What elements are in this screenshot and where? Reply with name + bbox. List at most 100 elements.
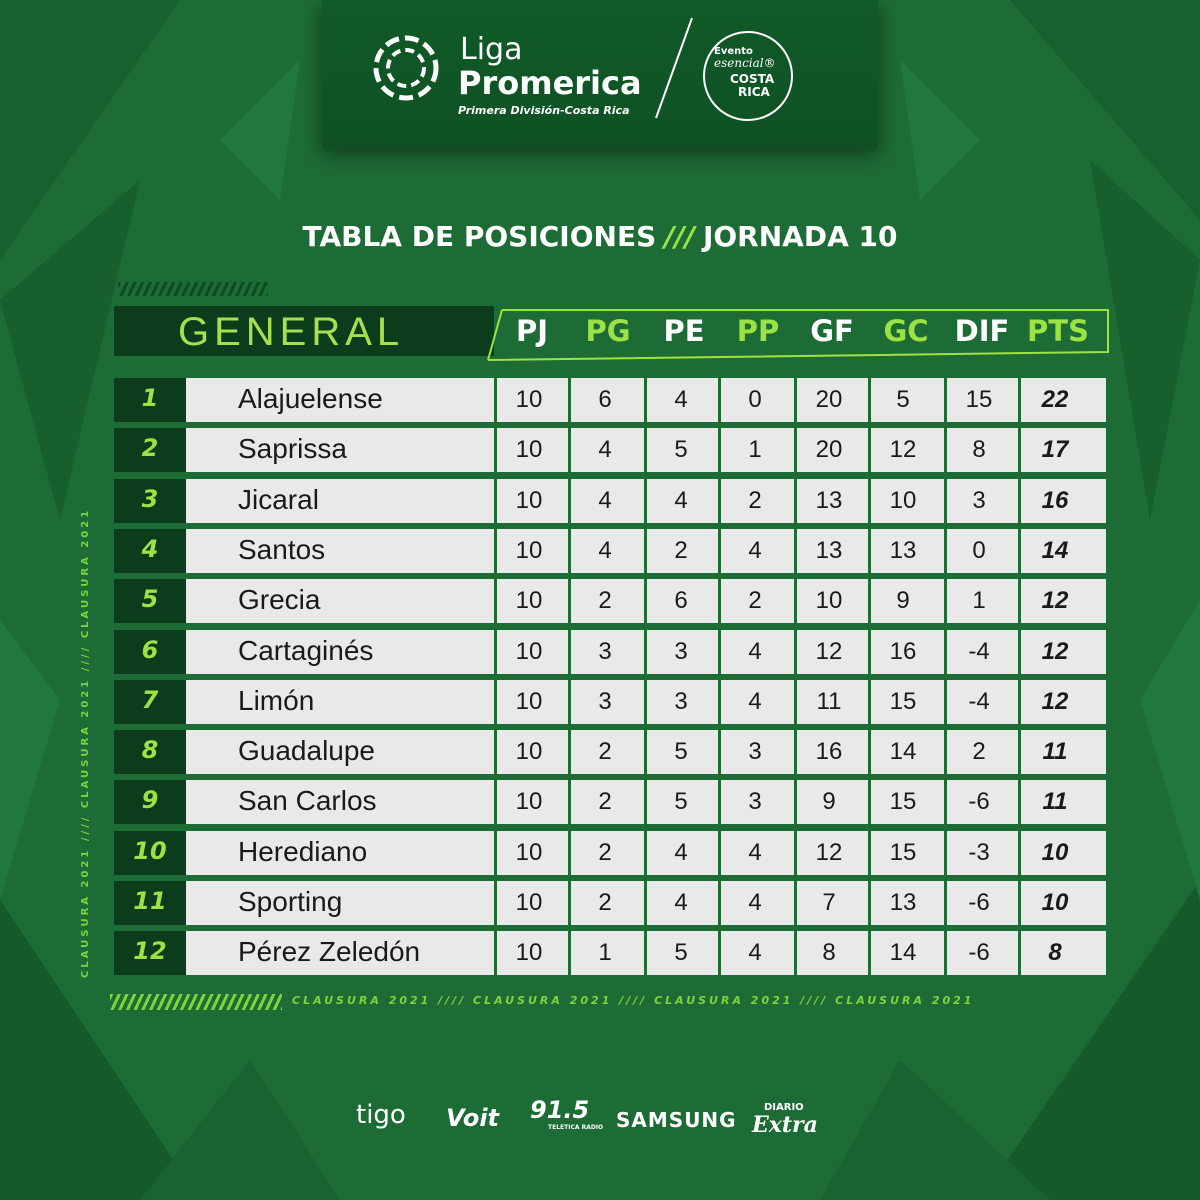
- cell-gf: 8: [822, 939, 836, 967]
- cell-divider: [644, 830, 647, 875]
- cell-divider: [568, 931, 571, 976]
- section-label-box: [114, 306, 494, 356]
- table-row: 12 Pérez Zeledón 10 1 5 4 8 14 -6 8: [114, 931, 1106, 976]
- cell-pg: 4: [598, 436, 612, 464]
- hatch-decoration-top: [118, 282, 268, 296]
- header-panel: [322, 0, 878, 148]
- position-cell: [114, 528, 186, 573]
- cell-dif: 3: [972, 486, 986, 514]
- cell-divider: [644, 579, 647, 624]
- sponsor-samsung: SAMSUNG: [616, 1108, 737, 1132]
- cell-divider: [568, 428, 571, 473]
- cell-pj: 10: [515, 738, 543, 766]
- cell-gf: 20: [815, 436, 843, 464]
- cell-divider: [644, 629, 647, 674]
- cell-divider: [868, 378, 871, 422]
- cell-dif: 15: [965, 386, 993, 413]
- sponsor-voit: Voit: [446, 1104, 500, 1132]
- cell-divider: [944, 830, 947, 875]
- cell-pts: 14: [1041, 536, 1069, 564]
- cell-divider: [868, 428, 871, 473]
- cell-pj: 10: [515, 889, 543, 916]
- cell-gc: 13: [889, 536, 917, 564]
- league-subtitle: Primera División-Costa Rica: [458, 104, 630, 117]
- cell-divider: [718, 679, 721, 724]
- evento-line-4: RICA: [738, 85, 770, 99]
- cell-divider: [868, 780, 871, 825]
- cell-gc: 16: [889, 637, 917, 665]
- cell-divider: [1018, 881, 1021, 925]
- cell-pts: 10: [1041, 838, 1069, 866]
- sponsor-radio-sub: TELETICA RADIO: [548, 1124, 604, 1131]
- cell-dif: 2: [972, 738, 986, 766]
- position-number: 10: [133, 836, 167, 865]
- cell-pe: 3: [674, 637, 688, 665]
- cell-gf: 12: [815, 637, 843, 665]
- cell-dif: 0: [972, 536, 986, 564]
- cell-pts: 12: [1041, 637, 1069, 665]
- team-name: San Carlos: [238, 785, 377, 817]
- cell-divider: [718, 780, 721, 825]
- cell-pts: 16: [1041, 486, 1069, 514]
- cell-divider: [494, 378, 497, 422]
- cell-divider: [1018, 528, 1021, 573]
- cell-gf: 12: [815, 838, 843, 866]
- cell-divider: [944, 881, 947, 925]
- table-row: 10 Herediano 10 2 4 4 12 15 -3 10: [114, 830, 1106, 875]
- cell-divider: [494, 629, 497, 674]
- header-divider: [655, 17, 693, 119]
- cell-pp: 1: [748, 436, 762, 464]
- cell-divider: [794, 679, 797, 724]
- cell-divider: [718, 528, 721, 573]
- section-label: GENERAL: [178, 310, 405, 354]
- cell-gc: 13: [889, 889, 917, 916]
- cell-pj: 10: [515, 788, 543, 816]
- cell-pj: 10: [515, 939, 543, 967]
- team-name: Limón: [238, 684, 315, 716]
- position-number: 8: [141, 736, 159, 765]
- cell-divider: [944, 629, 947, 674]
- cell-divider: [794, 378, 797, 422]
- table-row: 3 Jicaral 10 4 4 2 13 10 3 16: [114, 478, 1106, 523]
- cell-pp: 3: [748, 738, 762, 766]
- column-header-pj: PJ: [515, 314, 549, 348]
- team-name: Guadalupe: [238, 735, 376, 767]
- clausura-side-text: CLAUSURA 2021 //// CLAUSURA 2021 //// CL…: [80, 507, 91, 978]
- cell-pts: 17: [1041, 436, 1069, 464]
- cell-pts: 10: [1041, 889, 1069, 916]
- title-right: JORNADA 10: [702, 220, 898, 253]
- hatch-decoration-bottom: [110, 994, 282, 1010]
- cell-divider: [868, 579, 871, 624]
- page-title: TABLA DE POSICIONES///JORNADA 10: [0, 220, 1200, 253]
- cell-gf: 9: [822, 788, 836, 816]
- cell-divider: [644, 478, 647, 523]
- cell-pg: 3: [598, 687, 612, 715]
- position-number: 5: [141, 585, 159, 614]
- cell-divider: [1018, 579, 1021, 624]
- cell-gf: 10: [815, 587, 843, 615]
- liga-wordmark: Liga: [460, 32, 523, 67]
- title-separator: ///: [664, 220, 695, 253]
- cell-gf: 11: [816, 687, 842, 715]
- position-cell: [114, 629, 186, 674]
- cell-divider: [494, 579, 497, 624]
- cell-pp: 0: [748, 386, 762, 413]
- table-row: 7 Limón 10 3 3 4 11 15 -4 12: [114, 679, 1106, 724]
- cell-divider: [718, 730, 721, 775]
- position-cell: [114, 679, 186, 724]
- sponsor-diario: DIARIO: [764, 1102, 804, 1113]
- cell-pg: 2: [598, 738, 612, 766]
- cell-pj: 10: [515, 536, 543, 564]
- cell-gf: 16: [815, 738, 843, 766]
- cell-pg: 6: [598, 386, 612, 413]
- cell-pj: 10: [515, 838, 543, 866]
- cell-gf: 20: [815, 386, 843, 413]
- table-row: 5 Grecia 10 2 6 2 10 9 1 12: [114, 579, 1106, 624]
- cell-divider: [494, 780, 497, 825]
- cell-pg: 2: [598, 788, 612, 816]
- cell-pp: 4: [748, 687, 762, 715]
- cell-divider: [494, 730, 497, 775]
- cell-pg: 2: [598, 889, 612, 916]
- cell-divider: [568, 881, 571, 925]
- cell-divider: [794, 780, 797, 825]
